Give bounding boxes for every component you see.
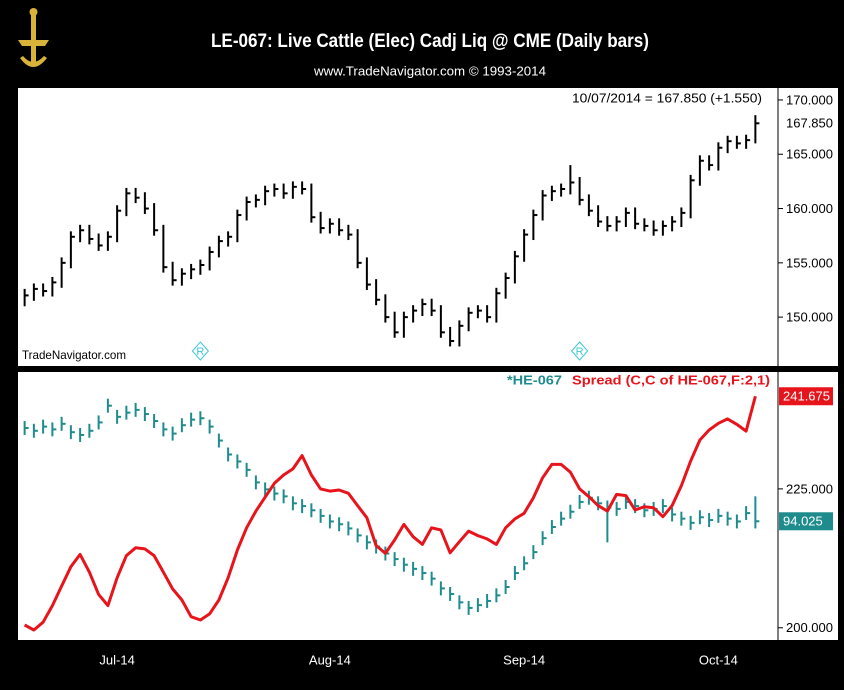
legend-entry: Spread (C,C of HE-067,F:2,1) [572,372,770,387]
last-value-label: 94.025 [783,514,823,529]
logo [18,8,49,67]
logo-hull [20,56,47,67]
last-value-label: 167.850 [786,116,833,131]
marker-label: R [576,346,584,358]
logo-bar [18,40,49,46]
logo-top [29,8,38,16]
y-tick-label: 155.000 [786,255,833,270]
marker-diamond [191,341,210,361]
spread-line [23,395,757,632]
spread-panel [18,372,838,640]
y-tick-label: 165.000 [786,147,833,162]
legend-entry: *HE-067 [507,372,562,387]
marker-diamond [570,341,589,361]
price-panel [18,88,838,366]
x-tick-label: Aug-14 [309,652,351,667]
y-tick-label: 150.000 [786,310,833,325]
watermark: TradeNavigator.com [22,348,126,362]
x-tick-label: Sep-14 [503,652,545,667]
x-tick-label: Jul-14 [99,652,134,667]
chart-title: LE-067: Live Cattle (Elec) Cadj Liq @ CM… [211,31,649,52]
price-annotation: 10/07/2014 = 167.850 (+1.550) [572,90,762,105]
last-value-label: 241.675 [783,389,830,404]
last-value-flag [779,512,833,531]
logo-mast [31,14,36,64]
marker-label: R [196,346,204,358]
y-tick-label: 200.000 [786,620,833,635]
last-value-flag [779,387,833,406]
chart-subtitle: www.TradeNavigator.com © 1993-2014 [313,63,546,78]
y-tick-label: 225.000 [786,481,833,496]
x-tick-label: Oct-14 [699,652,738,667]
y-tick-label: 160.000 [786,201,833,216]
y-tick-label: 170.000 [786,92,833,107]
